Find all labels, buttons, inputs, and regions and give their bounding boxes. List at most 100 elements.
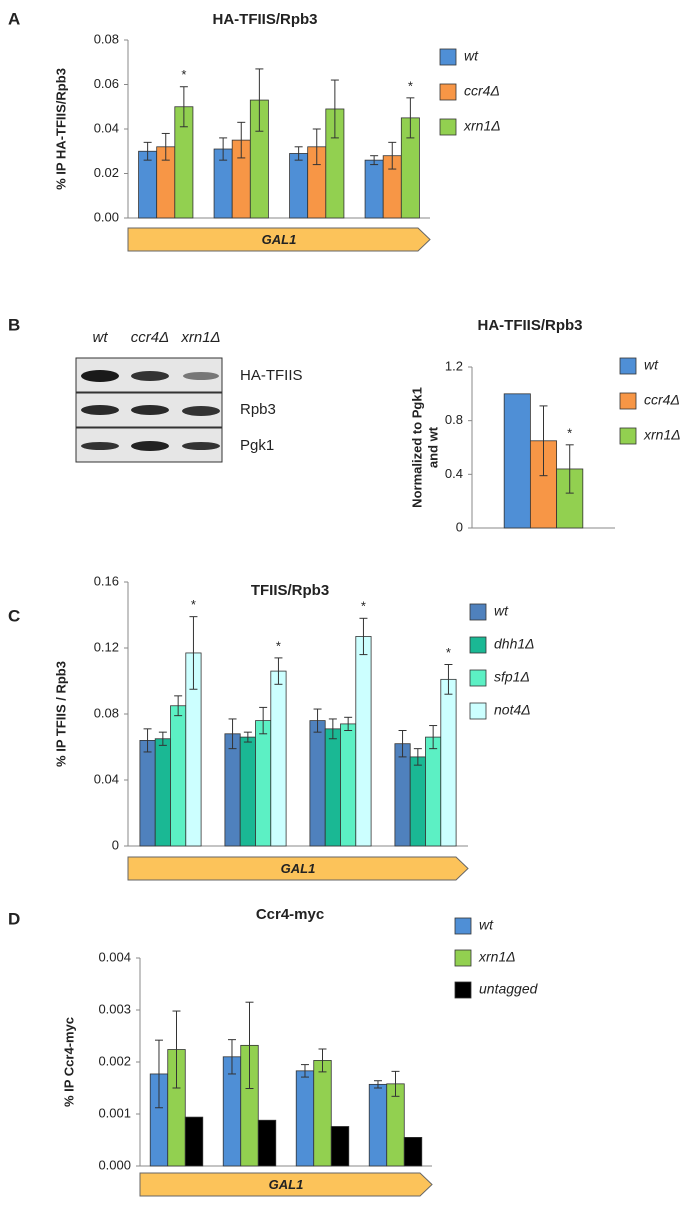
- y-axis-label: % IP Ccr4-myc: [61, 1017, 76, 1107]
- error-bar: [312, 128, 321, 166]
- legend-label: sfp1Δ: [494, 669, 530, 685]
- error-bar: [539, 405, 548, 477]
- error-bar: [219, 137, 228, 161]
- y-tick-label: 0.08: [94, 705, 119, 720]
- legend-label: wt: [644, 357, 659, 373]
- bar: [394, 743, 411, 847]
- error-bar: [413, 748, 422, 766]
- legend-swatch: [439, 83, 457, 101]
- error-bar: [274, 657, 283, 685]
- y-tick-label: 0.00: [94, 209, 119, 224]
- significance-mark: *: [191, 597, 196, 612]
- y-tick-label: 0.003: [98, 1001, 131, 1016]
- blot-band: [182, 406, 220, 416]
- legend-label: wt: [494, 603, 509, 619]
- legend-swatch: [619, 357, 637, 375]
- error-bar: [300, 1064, 309, 1078]
- lane-label: wt: [93, 329, 109, 346]
- y-axis-label: and wt: [425, 426, 440, 468]
- error-bar: [259, 706, 268, 735]
- error-bar: [228, 718, 237, 750]
- bar: [154, 738, 171, 847]
- error-bar: [294, 146, 303, 161]
- legend-swatch: [454, 917, 472, 935]
- y-axis-label: Normalized to Pgk1: [409, 387, 424, 508]
- bar: [224, 733, 241, 847]
- error-bar: [174, 695, 183, 717]
- legend-swatch: [469, 603, 487, 621]
- bar: [255, 720, 272, 847]
- y-tick-label: 0.8: [445, 412, 463, 427]
- legend-swatch: [439, 48, 457, 66]
- legend-swatch: [619, 392, 637, 410]
- error-bar: [359, 617, 368, 656]
- legend-label: xrn1Δ: [478, 949, 516, 965]
- y-tick-label: 0.000: [98, 1157, 131, 1172]
- legend-label: wt: [479, 917, 494, 933]
- significance-mark: *: [181, 67, 186, 82]
- y-tick-label: 0.16: [94, 573, 119, 588]
- bar: [503, 393, 531, 529]
- error-bar: [237, 121, 246, 159]
- chart-title: TFIIS/Rpb3: [251, 582, 329, 599]
- gene-arrow: [139, 1172, 433, 1197]
- legend-label: dhh1Δ: [494, 636, 535, 652]
- row-label: HA-TFIIS: [240, 367, 303, 384]
- legend-label: xrn1Δ: [463, 118, 501, 134]
- chart-title: HA-TFIIS/Rpb3: [478, 317, 583, 334]
- bar: [270, 670, 287, 847]
- y-tick-label: 0.04: [94, 120, 119, 135]
- legend-swatch: [619, 427, 637, 445]
- blot-band: [183, 372, 219, 380]
- bar: [139, 740, 156, 847]
- legend-swatch: [454, 981, 472, 999]
- error-bar: [189, 616, 198, 690]
- y-tick-label: 0.004: [98, 949, 131, 964]
- y-tick-label: 1.2: [445, 358, 463, 373]
- gene-label: GAL1: [262, 232, 297, 247]
- bar: [239, 736, 256, 847]
- legend-label: wt: [464, 48, 479, 64]
- bar: [364, 159, 384, 219]
- error-bar: [406, 97, 415, 139]
- bar: [355, 636, 372, 847]
- error-bar: [391, 1070, 400, 1097]
- legend-label: untagged: [479, 981, 539, 997]
- panel-letter: D: [8, 909, 20, 928]
- bar: [309, 720, 326, 847]
- gene-label: GAL1: [269, 1177, 304, 1192]
- error-bar: [227, 1039, 236, 1075]
- y-tick-label: 0.06: [94, 76, 119, 91]
- legend-swatch: [439, 118, 457, 136]
- error-bar: [429, 725, 438, 750]
- bar: [295, 1070, 315, 1167]
- blot: [75, 357, 223, 463]
- row-label: Rpb3: [240, 401, 276, 418]
- error-bar: [158, 731, 167, 746]
- y-tick-label: 0.002: [98, 1053, 131, 1068]
- significance-mark: *: [446, 645, 451, 660]
- bar: [368, 1083, 388, 1167]
- error-bar: [328, 718, 337, 740]
- blot-band: [131, 441, 169, 451]
- y-axis-label: % IP TFIIS / Rpb3: [53, 661, 68, 767]
- blot-band: [81, 405, 119, 415]
- y-tick-label: 0.4: [445, 466, 463, 481]
- y-tick-label: 0.001: [98, 1105, 131, 1120]
- error-bar: [373, 1080, 382, 1089]
- y-tick-label: 0.02: [94, 165, 119, 180]
- panel-letter: B: [8, 315, 20, 334]
- blot-band: [81, 442, 119, 450]
- blot-band: [182, 442, 220, 450]
- lane-label: xrn1Δ: [180, 329, 220, 346]
- legend-label: ccr4Δ: [644, 392, 680, 408]
- error-bar: [398, 730, 407, 758]
- bar: [403, 1137, 423, 1167]
- error-bar: [330, 79, 339, 139]
- panel-letter: A: [8, 9, 20, 28]
- significance-mark: *: [408, 78, 413, 93]
- error-bar: [143, 141, 152, 161]
- error-bar: [245, 1001, 254, 1090]
- error-bar: [370, 155, 379, 166]
